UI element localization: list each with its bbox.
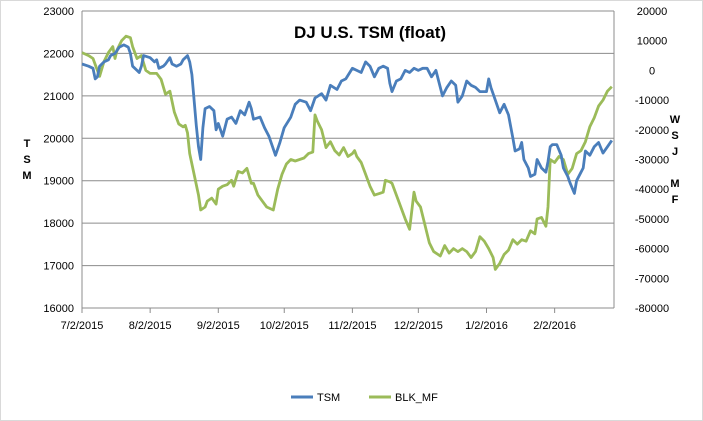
x-tick-label: 7/2/2015 [61, 320, 104, 332]
left-tick-label: 20000 [43, 133, 74, 145]
right-tick-label: 0 [649, 65, 655, 77]
chart-title: DJ U.S. TSM (float) [294, 23, 446, 42]
x-tick-label: 9/2/2015 [197, 320, 240, 332]
left-tick-label: 23000 [43, 6, 74, 18]
x-tick-label: 8/2/2015 [129, 320, 172, 332]
right-axis-label-letter: M [670, 178, 679, 190]
x-tick-label: 10/2/2015 [260, 320, 309, 332]
axes: 16000 17000 18000 19000 20000 21000 22000 23000… [43, 6, 669, 332]
right-tick-label: -30000 [635, 155, 669, 167]
left-tick-label: 16000 [43, 303, 74, 315]
left-tick-label: 21000 [43, 91, 74, 103]
left-axis-label-letter: T [24, 138, 31, 150]
left-axis-label-letter: S [23, 154, 30, 166]
right-tick-label: -50000 [635, 214, 669, 226]
right-tick-label: -70000 [635, 273, 669, 285]
left-axis-label-letter: M [22, 170, 31, 182]
right-axis-label-letter: S [671, 130, 678, 142]
left-tick-label: 22000 [43, 48, 74, 60]
left-tick-label: 18000 [43, 218, 74, 230]
x-tick-label: 1/2/2016 [465, 320, 508, 332]
right-tick-label: 10000 [637, 36, 668, 48]
right-tick-label: -60000 [635, 244, 669, 256]
left-tick-label: 19000 [43, 176, 74, 188]
right-tick-label: 20000 [637, 6, 668, 18]
left-axis-label: TSM [22, 138, 31, 182]
right-axis-label-letter: F [672, 194, 679, 206]
right-axis-label-letter: W [670, 114, 681, 126]
x-tick-label: 11/2/2015 [328, 320, 376, 332]
series-line-blk-mf [81, 34, 613, 271]
legend-label-tsm: TSM [317, 392, 340, 404]
x-tick-label: 12/2/2015 [394, 320, 443, 332]
right-tick-label: -80000 [635, 303, 669, 315]
series-lines [81, 34, 613, 271]
right-axis-label: WSJ MF [670, 114, 681, 206]
legend: TSM BLK_MF [291, 392, 438, 404]
x-tick-label: 2/2/2016 [533, 320, 576, 332]
right-axis-label-letter: J [672, 146, 678, 158]
right-tick-label: -10000 [635, 95, 669, 107]
right-tick-label: -40000 [635, 184, 669, 196]
legend-label-blk-mf: BLK_MF [395, 392, 438, 404]
left-tick-label: 17000 [43, 261, 74, 273]
series-line-tsm [81, 43, 613, 195]
right-tick-label: -20000 [635, 125, 669, 137]
